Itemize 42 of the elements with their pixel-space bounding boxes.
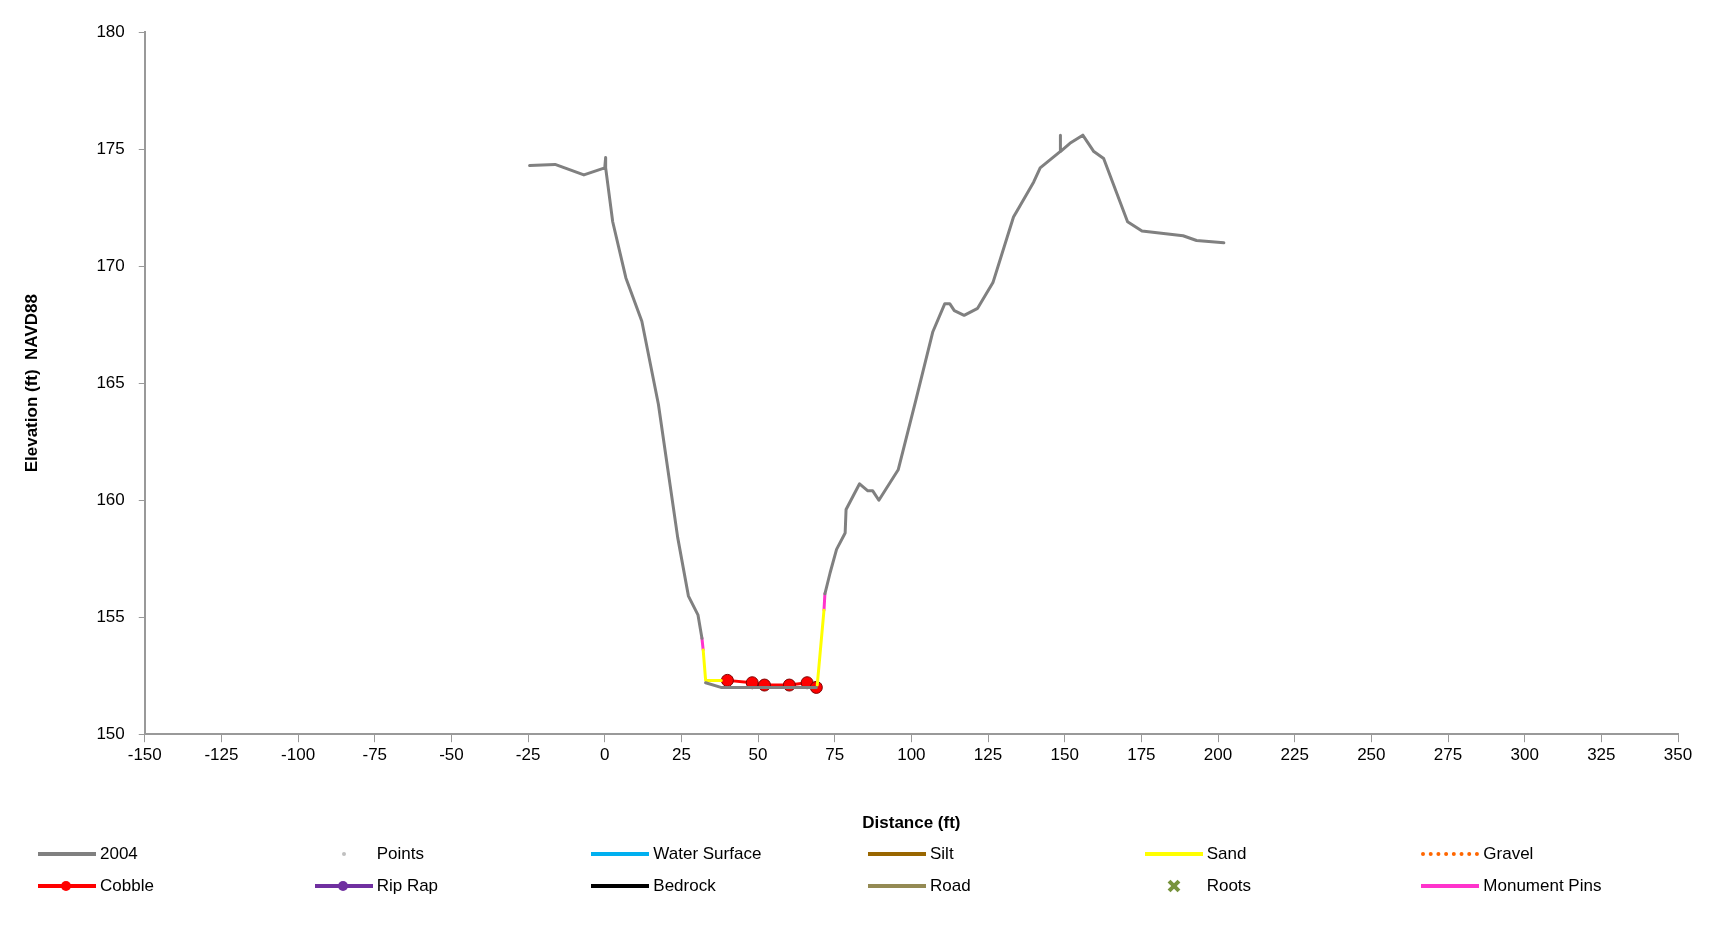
- y-tick-label: 150: [96, 723, 125, 743]
- legend-label: Roots: [1206, 876, 1252, 896]
- y-tick-label: 180: [96, 21, 125, 41]
- x-tick-label: 300: [1510, 745, 1539, 765]
- x-tick-label: 325: [1587, 745, 1616, 765]
- legend-label: Points: [376, 844, 424, 864]
- y-tick-label: 160: [96, 489, 125, 509]
- x-tick-label: 350: [1663, 745, 1693, 765]
- y-tick-label: 165: [96, 372, 125, 392]
- x-tick-label: 100: [897, 745, 926, 765]
- y-axis-title: Elevation (ft) NAVD88: [21, 294, 41, 473]
- x-tick-label: -100: [281, 745, 316, 765]
- legend-label: Water Surface: [653, 844, 762, 864]
- x-tick-label: 275: [1433, 745, 1463, 765]
- x-tick-label: 175: [1127, 745, 1156, 765]
- legend-label: Road: [929, 876, 971, 896]
- legend-label: Monument Pins: [1483, 876, 1602, 896]
- legend-label: Bedrock: [653, 876, 716, 896]
- x-tick-label: 75: [825, 745, 845, 765]
- x-tick-label: 150: [1050, 745, 1079, 765]
- x-tick-label: -25: [515, 745, 541, 765]
- x-tick-label: -75: [362, 745, 388, 765]
- x-tick-label: 25: [671, 745, 691, 765]
- y-tick-label: 175: [96, 138, 125, 158]
- legend-label: Rip Rap: [376, 876, 439, 896]
- y-tick-label: 155: [96, 606, 125, 626]
- legend-label: Gravel: [1483, 844, 1534, 864]
- x-tick-label: -125: [204, 745, 239, 765]
- x-axis-title: Distance (ft): [862, 813, 961, 833]
- legend-label: Silt: [929, 844, 954, 864]
- x-tick-label: -50: [439, 745, 464, 765]
- x-tick-label: 225: [1280, 745, 1309, 765]
- x-tick-label: 0: [600, 745, 610, 765]
- legend-label: 2004: [100, 844, 138, 864]
- x-tick-label: 50: [748, 745, 768, 765]
- x-tick-label: -150: [127, 745, 162, 765]
- legend-label: Cobble: [100, 876, 154, 896]
- y-tick-label: 170: [96, 255, 125, 275]
- x-tick-label: 125: [973, 745, 1003, 765]
- x-tick-label: 250: [1357, 745, 1386, 765]
- x-tick-label: 200: [1203, 745, 1233, 765]
- legend-label: Sand: [1206, 844, 1247, 864]
